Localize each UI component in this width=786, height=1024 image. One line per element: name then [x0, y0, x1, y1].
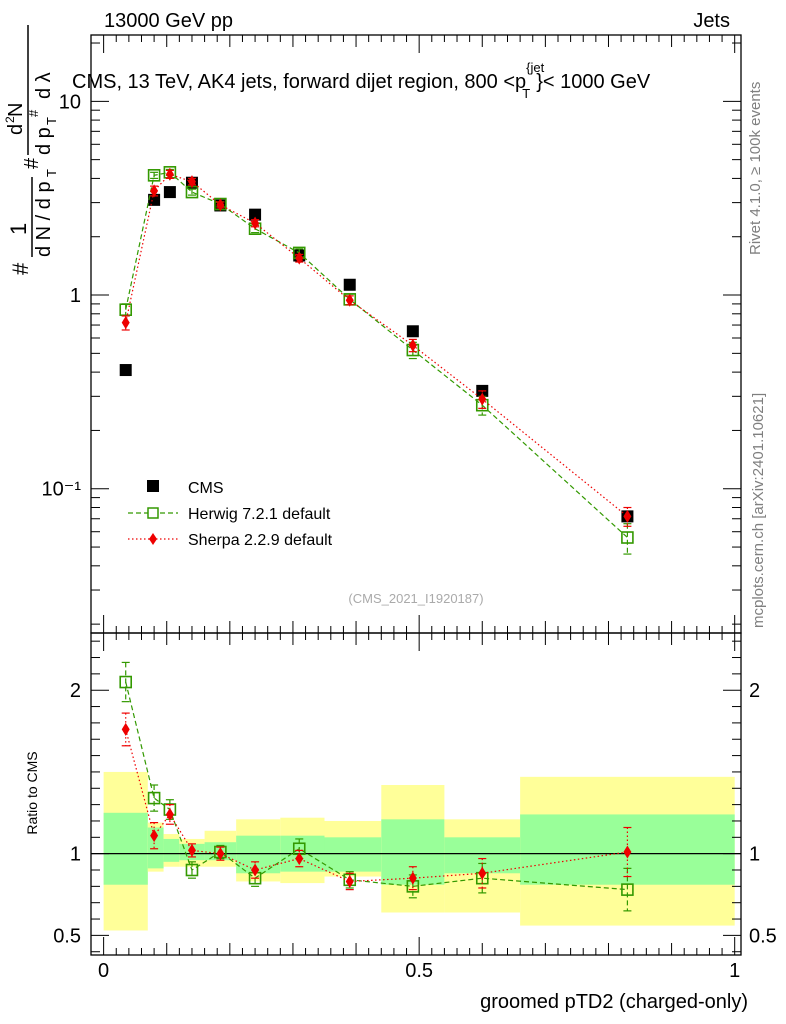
main-sherpa-point	[478, 392, 487, 406]
ratio-ytick-label-right: 2	[749, 680, 760, 702]
ratio-sherpa-point	[295, 852, 304, 866]
legend-herwig-marker	[147, 507, 159, 519]
ratio-sherpa-point	[165, 807, 174, 821]
svg-text:d N / d p: d N / d p	[33, 181, 55, 257]
analysis-id-watermark: (CMS_2021_I1920187)	[348, 591, 483, 606]
ratio-ytick-label: 1	[70, 844, 81, 866]
energy-label: 13000 GeV pp	[104, 10, 233, 32]
ratio-sherpa-point	[408, 871, 417, 885]
main-sherpa-point	[187, 175, 196, 189]
ratio-herwig-point	[621, 883, 634, 896]
plot-title-main: CMS, 13 TeV, AK4 jets, forward dijet reg…	[72, 71, 526, 93]
legend-cms-marker	[147, 480, 159, 492]
main-sherpa-point	[408, 338, 417, 352]
main-ytick-label: 10⁻¹	[42, 479, 82, 501]
ratio-herwig-point	[185, 863, 199, 877]
main-cms-point	[119, 364, 132, 377]
main-sherpa-point	[623, 509, 632, 523]
svg-text:N: N	[5, 103, 27, 117]
stat-uncertainty-band	[324, 837, 382, 872]
main-sherpa-point	[165, 167, 174, 181]
legend: CMS Herwig 7.2.1 default Sherpa 2.2.9 de…	[128, 480, 333, 549]
main-sherpa-point	[295, 251, 304, 265]
mcplots-credit-text: mcplots.cern.ch [arXiv:2401.10621]	[750, 393, 767, 628]
plot-title-sub: T	[522, 86, 530, 101]
ratio-ytick-label-right: 0.5	[749, 925, 777, 947]
main-sherpa-point	[216, 198, 225, 212]
legend-item-cms: CMS	[188, 480, 224, 497]
ratio-sherpa-point	[121, 722, 130, 736]
plot-title: CMS, 13 TeV, AK4 jets, forward dijet reg…	[72, 60, 651, 101]
legend-item-herwig: Herwig 7.2.1 default	[188, 506, 331, 523]
plot-title-sup: {jet	[526, 60, 544, 75]
xtick-label: 0.5	[405, 960, 433, 982]
legend-sherpa-marker	[149, 533, 157, 545]
ratio-herwig-point	[147, 791, 161, 805]
main-sherpa-line	[125, 173, 628, 517]
main-cms-point	[148, 193, 161, 206]
main-sherpa-point	[251, 216, 260, 230]
ratio-sherpa-point	[623, 845, 632, 859]
main-ytick-label: 10	[59, 91, 81, 113]
main-cms-point	[406, 325, 419, 338]
main-cms-point	[343, 278, 356, 291]
svg-text:2: 2	[3, 116, 17, 123]
ratio-ylabel: Ratio to CMS	[24, 751, 40, 834]
svg-text:#: #	[26, 109, 41, 117]
main-herwig-point	[147, 169, 161, 182]
legend-item-sherpa: Sherpa 2.2.9 default	[188, 532, 333, 549]
svg-text:1: 1	[6, 223, 31, 235]
ratio-ytick-label-right: 1	[749, 844, 760, 866]
ratio-sherpa-line	[125, 729, 628, 883]
ratio-sherpa-point	[150, 829, 159, 843]
process-label: Jets	[693, 10, 730, 32]
main-herwig-point	[119, 303, 133, 317]
main-herwig-point	[621, 531, 634, 544]
svg-text:#: #	[8, 262, 33, 275]
svg-text:d p: d p	[33, 127, 55, 155]
xtick-label: 0	[98, 960, 109, 982]
main-sherpa-point	[345, 293, 354, 307]
svg-text:#: #	[21, 157, 43, 169]
x-axis-label: groomed pTD2 (charged-only)	[480, 991, 748, 1013]
rivet-version-text: Rivet 4.1.0, ≥ 100k events	[747, 82, 764, 255]
ratio-herwig-point	[119, 675, 133, 689]
main-sherpa-point	[150, 184, 159, 198]
ratio-sherpa-point	[478, 866, 487, 880]
ratio-ytick-label: 2	[70, 680, 81, 702]
stat-uncertainty-band	[163, 838, 180, 862]
ratio-sherpa-point	[216, 847, 225, 861]
ratio-sherpa-point	[187, 843, 196, 857]
ratio-sherpa-point	[345, 874, 354, 888]
main-cms-point	[249, 208, 262, 221]
main-ytick-label: 1	[70, 285, 81, 307]
svg-text:T: T	[44, 117, 59, 125]
ratio-sherpa-point	[251, 863, 260, 877]
svg-text:T: T	[44, 169, 59, 177]
ratio-panel: 0 0.5 1 0.5 0.5 1 1 2 2	[53, 632, 777, 982]
main-ylabel: # 1 d N / d p T # d 2 N d p T # d λ	[3, 25, 59, 275]
main-cms-point	[163, 186, 176, 199]
xtick-label: 1	[729, 960, 740, 982]
plot-title-suffix: }< 1000 GeV	[536, 71, 651, 93]
ratio-frame	[90, 632, 742, 956]
main-sherpa-point	[121, 316, 130, 330]
ratio-ytick-label: 0.5	[53, 925, 81, 947]
svg-text:d: d	[5, 124, 27, 135]
svg-text:d λ: d λ	[33, 72, 55, 99]
main-panel: 10⁻¹ 1 10	[42, 34, 742, 634]
stat-uncertainty-band	[103, 812, 148, 885]
stat-uncertainty-band	[236, 835, 281, 874]
